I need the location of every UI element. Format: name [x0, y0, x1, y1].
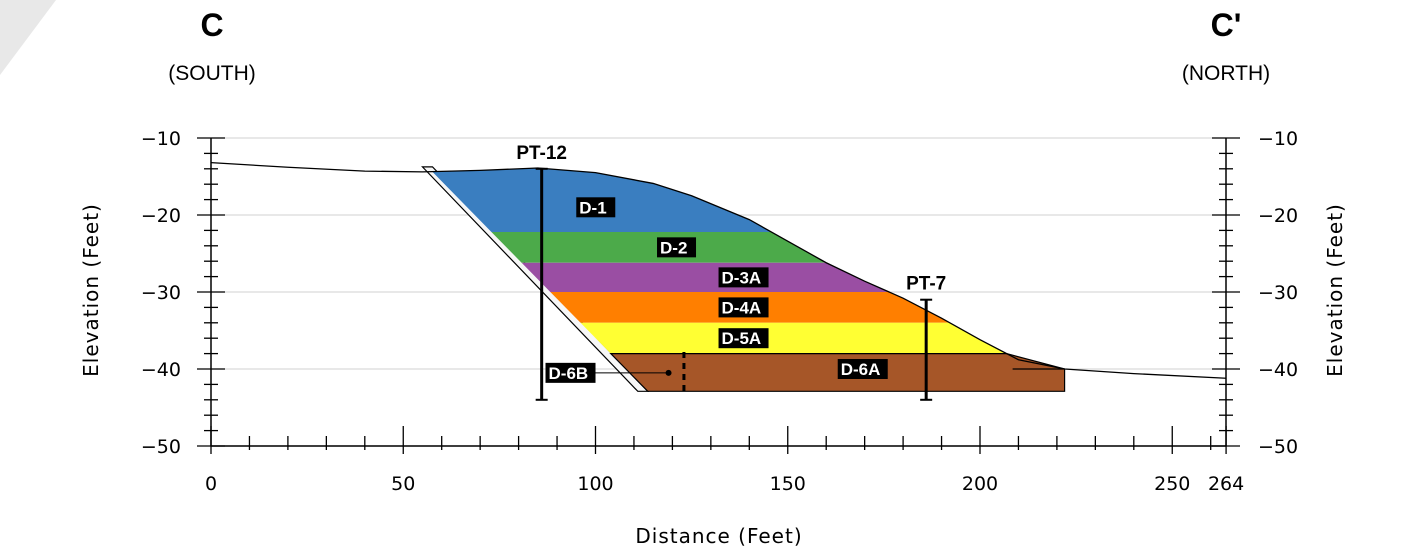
boring-pt-7-label: PT-7: [906, 274, 946, 295]
layer-label-d-4a-text: D-4A: [722, 298, 762, 317]
watermark-corner: [0, 0, 56, 75]
boring-pt-7: PT-7: [906, 274, 946, 401]
layer-label-d-5a-bg: [718, 328, 769, 349]
x-tick-label: 50: [391, 473, 415, 495]
layer-label-d-2-text: D-2: [660, 238, 687, 257]
layer-label-d-4a-bg: [718, 297, 769, 318]
layer-label-d-4a: D-4A: [718, 297, 769, 318]
x-tick-label: 150: [770, 473, 806, 495]
layer-labels: D-1 D-2 D-3A D-4A D-5A D-6A D-6B: [545, 197, 888, 383]
layer-label-d-1-text: D-1: [579, 198, 606, 217]
y-tick-label-right: −50: [1258, 436, 1298, 458]
boring-pt-12: PT-12: [516, 143, 567, 401]
layer-d-6a: [609, 353, 1066, 392]
layer-label-d-6a: D-6A: [837, 359, 888, 379]
layer-d-5a: [580, 322, 1007, 354]
x-tick-label: 0: [205, 473, 217, 495]
layer-label-d-3a-bg: [718, 267, 769, 288]
section-end-direction: (NORTH): [1182, 62, 1270, 85]
y-tick-label-right: −30: [1258, 282, 1298, 304]
x-axis-title: Distance (Feet): [635, 524, 802, 548]
x-tick-label: 264: [1208, 473, 1244, 495]
ground-surface-line: [210, 161, 1227, 379]
layer-label-d-2-bg: [657, 237, 697, 258]
y-axis-title-left: Elevation (Feet): [79, 203, 103, 377]
x-tick-label: 100: [577, 473, 613, 495]
borings: PT-12 PT-7: [516, 143, 946, 401]
d6b-point: [665, 369, 672, 376]
y-tick-label-right: −10: [1258, 128, 1298, 150]
x-tick-label: 200: [962, 473, 998, 495]
y-tick-label-left: −10: [141, 128, 181, 150]
layer-label-d-6a-text: D-6A: [841, 360, 881, 379]
layer-label-d-6b: D-6B: [545, 362, 596, 383]
y-tick-label-left: −50: [141, 436, 181, 458]
section-end-label: C': [1211, 7, 1242, 43]
x-tick-label: 250: [1154, 473, 1190, 495]
y-tick-label-left: −30: [141, 282, 181, 304]
layer-label-d-5a: D-5A: [718, 328, 769, 349]
layer-label-d-6a-bg: [837, 359, 888, 379]
axes: −10 −10 −20 −20 −30 −30 −40 −40 −50 −50 0 50 100 150 2…: [141, 128, 1298, 495]
y-tick-label-right: −20: [1258, 205, 1298, 227]
layer-label-d-3a: D-3A: [718, 267, 769, 288]
layer-label-d-5a-text: D-5A: [722, 329, 762, 348]
layer-label-d-1-bg: [576, 197, 616, 218]
y-tick-label-left: −40: [141, 359, 181, 381]
y-tick-label-left: −20: [141, 205, 181, 227]
y-axis-title-right: Elevation (Feet): [1323, 203, 1347, 377]
layer-label-d-1: D-1: [576, 197, 616, 218]
layer-label-d-2: D-2: [657, 237, 697, 258]
stratigraphic-layers: [421, 166, 1066, 392]
layer-d-3a: [521, 262, 890, 292]
layer-label-d-3a-text: D-3A: [722, 268, 762, 287]
layer-label-d-6b-text: D-6B: [549, 364, 589, 383]
layer-label-d-6b-bg: [545, 362, 596, 383]
y-tick-label-right: −40: [1258, 359, 1298, 381]
section-start-direction: (SOUTH): [168, 62, 256, 85]
section-start-label: C: [200, 7, 223, 43]
boring-pt-12-label: PT-12: [516, 143, 567, 164]
